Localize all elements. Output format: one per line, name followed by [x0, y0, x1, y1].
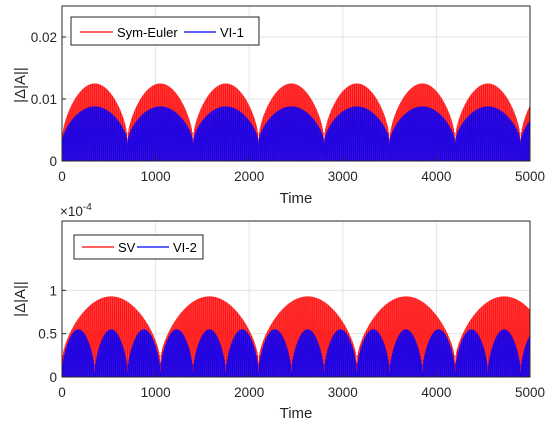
x-tick-label: 1000	[141, 169, 171, 184]
x-tick-label: 0	[58, 169, 66, 184]
legend-label-vi-2: VI-2	[173, 240, 197, 255]
legend-label-sv: SV	[118, 240, 136, 255]
y-tick-label: 0.01	[31, 92, 57, 107]
x-tick-label: 5000	[515, 385, 545, 400]
bottom-y-exponent: ×10-4	[60, 202, 92, 219]
x-tick-label: 4000	[421, 385, 451, 400]
bottom-x-axis-label: Time	[280, 405, 313, 422]
x-tick-label: 5000	[515, 169, 545, 184]
x-tick-label: 1000	[141, 385, 171, 400]
bottom-y-axis-label: |Δ|A||	[12, 281, 29, 317]
y-tick-label: 1	[49, 283, 57, 298]
y-tick-label: 0	[49, 370, 57, 385]
x-tick-label: 2000	[234, 385, 264, 400]
series-line-vi-1	[62, 106, 530, 161]
y-tick-label: 0.5	[38, 327, 57, 342]
top-plot-frame	[61, 5, 531, 162]
x-tick-label: 3000	[328, 385, 358, 400]
legend-label-vi-1: VI-1	[220, 25, 244, 40]
x-tick-label: 0	[58, 385, 66, 400]
x-tick-label: 3000	[328, 169, 358, 184]
y-tick-label: 0	[49, 154, 57, 169]
legend-label-sym-euler: Sym-Euler	[117, 25, 178, 40]
bottom-plot-frame	[61, 220, 531, 378]
x-tick-label: 4000	[421, 169, 451, 184]
top-x-axis-label: Time	[280, 190, 313, 207]
x-tick-label: 2000	[234, 169, 264, 184]
series-line-vi-2	[62, 329, 530, 377]
top-plot-panel: 0 1000 2000 3000 4000 5000 0 0.01 0.02 Time |Δ|A…	[12, 5, 545, 207]
y-tick-label: 0.02	[31, 30, 57, 45]
bottom-plot-panel: 0 1000 2000 3000 4000 5000 0 0.5 1 ×10-4 Time |Δ…	[12, 202, 545, 422]
top-legend: Sym-Euler VI-1	[70, 16, 260, 46]
top-y-axis-label: |Δ|A||	[12, 67, 29, 103]
bottom-legend: SV VI-2	[73, 234, 204, 260]
